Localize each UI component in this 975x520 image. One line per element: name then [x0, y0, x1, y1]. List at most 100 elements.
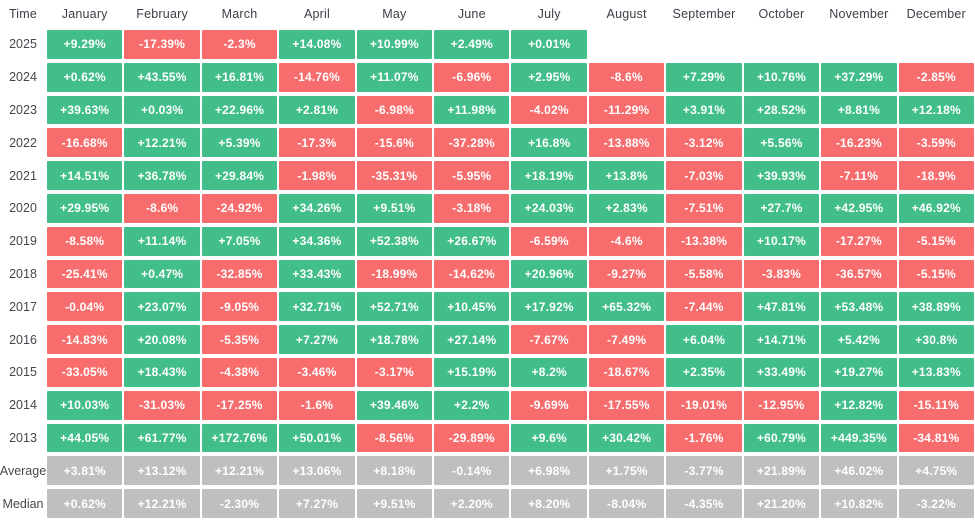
cell-slot: -8.58%	[46, 225, 123, 258]
row-label-2017: 2017	[9, 299, 37, 314]
cell-slot: +14.08%	[278, 28, 355, 61]
cell-slot: +46.02%	[820, 454, 897, 487]
cell-slot: -6.59%	[510, 225, 587, 258]
cell-slot: -4.35%	[665, 487, 742, 520]
cell-slot: -5.15%	[898, 225, 975, 258]
return-cell-2015-february: +18.43%	[124, 357, 200, 387]
return-cell-2013-march: +172.76%	[201, 423, 278, 453]
return-cell-2023-october: +28.52%	[743, 95, 820, 125]
cell-slot: -5.95%	[433, 159, 510, 192]
return-cell-2017-december: +38.89%	[898, 292, 974, 322]
return-cell-2013-july: +9.6%	[511, 423, 587, 453]
return-cell-2015-july: +8.2%	[511, 357, 587, 387]
cell-slot: +21.89%	[743, 454, 820, 487]
return-cell-2020-march: -24.92%	[201, 193, 278, 223]
cell-slot: +9.51%	[356, 487, 433, 520]
cell-slot: +3.91%	[665, 94, 742, 127]
cell-slot: -15.6%	[356, 126, 433, 159]
return-cell-2019-june: +26.67%	[434, 226, 510, 256]
return-cell-2015-december: +13.83%	[898, 357, 974, 387]
time-column-header: Time	[8, 7, 38, 21]
cell-slot: +0.01%	[510, 28, 587, 61]
cell-slot: +6.04%	[665, 323, 742, 356]
return-cell-2016-august: -7.49%	[588, 325, 665, 354]
return-cell-2023-march: +22.96%	[201, 95, 278, 125]
return-cell-2020-june: -3.18%	[434, 193, 510, 223]
return-cell-2018-march: -32.85%	[201, 259, 278, 289]
return-cell-2018-april: +33.43%	[279, 259, 355, 289]
cell-slot: +44.05%	[46, 422, 123, 455]
return-cell-2022-february: +12.21%	[124, 128, 200, 158]
return-cell-average-august: +1.75%	[588, 456, 665, 486]
cell-slot: +20.96%	[510, 258, 587, 291]
cell-slot: +26.67%	[433, 225, 510, 258]
return-cell-2014-august: -17.55%	[588, 390, 665, 420]
cell-slot: +12.21%	[123, 126, 200, 159]
return-cell-2018-november: -36.57%	[821, 259, 897, 289]
cell-slot: +13.8%	[588, 159, 665, 192]
cell-slot: +32.71%	[278, 290, 355, 323]
cell-slot: +2.95%	[510, 61, 587, 94]
cell-slot: -3.18%	[433, 192, 510, 225]
return-cell-2020-july: +24.03%	[511, 193, 587, 223]
return-cell-2015-january: -33.05%	[47, 357, 123, 387]
return-cell-2022-august: -13.88%	[588, 128, 665, 158]
cell-slot: -3.77%	[665, 454, 742, 487]
return-cell-2019-may: +52.38%	[356, 226, 433, 256]
cell-slot	[743, 28, 820, 61]
return-cell-2020-may: +9.51%	[356, 193, 433, 223]
return-cell-2021-october: +39.93%	[743, 161, 820, 190]
return-cell-2016-february: +20.08%	[124, 325, 200, 354]
cell-slot: +8.81%	[820, 94, 897, 127]
column-header-april: April	[303, 7, 330, 21]
return-cell-median-october: +21.20%	[743, 489, 820, 518]
return-cell-2022-march: +5.39%	[201, 128, 278, 158]
return-cell-2020-november: +42.95%	[821, 193, 897, 223]
return-cell-2017-january: -0.04%	[47, 292, 123, 322]
return-cell-2024-july: +2.95%	[511, 62, 587, 92]
return-cell-2021-march: +29.84%	[201, 161, 278, 190]
return-cell-2020-april: +34.26%	[279, 193, 355, 223]
return-cell-2014-october: -12.95%	[743, 390, 820, 420]
column-header-may: May	[382, 7, 407, 21]
return-cell-median-may: +9.51%	[356, 489, 433, 518]
cell-slot: -2.3%	[201, 28, 278, 61]
cell-slot: -7.67%	[510, 323, 587, 356]
cell-slot: -4.02%	[510, 94, 587, 127]
cell-slot: -17.25%	[201, 389, 278, 422]
cell-slot: +30.8%	[898, 323, 975, 356]
row-label-2018: 2018	[9, 266, 37, 281]
return-cell-2018-january: -25.41%	[47, 259, 123, 289]
cell-slot: +172.76%	[201, 422, 278, 455]
cell-slot: +2.20%	[433, 487, 510, 520]
return-cell-2015-october: +33.49%	[743, 357, 820, 387]
return-cell-2018-august: -9.27%	[588, 259, 665, 289]
return-cell-median-november: +10.82%	[821, 489, 897, 518]
cell-slot: +38.89%	[898, 290, 975, 323]
return-cell-average-may: +8.18%	[356, 456, 433, 486]
cell-slot: +65.32%	[588, 290, 665, 323]
cell-slot: +11.07%	[356, 61, 433, 94]
return-cell-median-january: +0.62%	[47, 489, 123, 518]
cell-slot: +4.75%	[898, 454, 975, 487]
return-cell-2020-february: -8.6%	[124, 193, 200, 223]
cell-slot: -17.27%	[820, 225, 897, 258]
return-cell-2014-february: -31.03%	[124, 390, 200, 420]
return-cell-2016-december: +30.8%	[898, 325, 974, 354]
return-cell-2022-may: -15.6%	[356, 128, 433, 158]
return-cell-2024-may: +11.07%	[356, 62, 433, 92]
return-cell-average-july: +6.98%	[511, 456, 587, 486]
cell-slot: +2.2%	[433, 389, 510, 422]
return-cell-2024-october: +10.76%	[743, 62, 820, 92]
return-cell-2018-june: -14.62%	[434, 259, 510, 289]
cell-slot: -14.62%	[433, 258, 510, 291]
cell-slot: -7.51%	[665, 192, 742, 225]
cell-slot: +24.03%	[510, 192, 587, 225]
return-cell-2020-october: +27.7%	[743, 193, 820, 223]
cell-slot: -24.92%	[201, 192, 278, 225]
cell-slot: -18.9%	[898, 159, 975, 192]
return-cell-2016-march: -5.35%	[201, 325, 278, 354]
cell-slot: +33.43%	[278, 258, 355, 291]
cell-slot: +11.14%	[123, 225, 200, 258]
